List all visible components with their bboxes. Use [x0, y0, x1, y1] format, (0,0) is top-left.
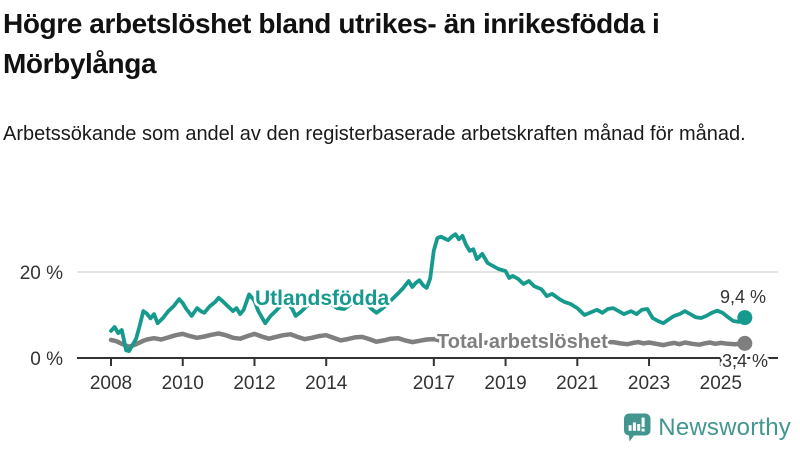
chart-subtitle: Arbetssökande som andel av den registerb…: [3, 123, 746, 145]
unemployment-chart: 2008 2010 2012 2014 2017 2019 2021 2023 2025 0 % 2…: [20, 232, 778, 394]
x-tick-label: 2014: [305, 373, 348, 394]
x-tick-label: 2008: [90, 373, 132, 394]
x-tick-label: 2017: [413, 373, 455, 394]
newsworthy-logo: Newsworthy: [623, 413, 791, 442]
utlandsfodda-line: [109, 232, 747, 354]
series-label: Utlandsfödda: [255, 287, 389, 310]
y-tick-label: 0 %: [30, 349, 63, 370]
newsworthy-icon: [624, 413, 651, 442]
series-end-dot: [737, 335, 753, 351]
newsworthy-wordmark: Newsworthy: [658, 413, 791, 441]
x-tick-label: 2021: [556, 373, 598, 394]
total-line: [108, 331, 748, 350]
x-tick-label: 2010: [162, 373, 204, 394]
end-value-label: 9,4 %: [720, 287, 766, 307]
series-label: Total arbetslöshet: [437, 331, 608, 353]
chart-area: 2008 2010 2012 2014 2017 2019 2021 2023 2025 0 % 2…: [0, 205, 800, 400]
x-tick-label: 2019: [484, 373, 526, 394]
x-tick-label: 2023: [628, 373, 670, 394]
end-value-label: 3,4 %: [722, 351, 768, 371]
x-tick-label: 2012: [233, 373, 275, 394]
y-tick-label: 20 %: [20, 263, 63, 284]
series-end-dot: [737, 310, 753, 326]
x-tick-label: 2025: [700, 373, 742, 394]
page-title: Högre arbetslöshet bland utrikes- än inr…: [3, 8, 660, 79]
